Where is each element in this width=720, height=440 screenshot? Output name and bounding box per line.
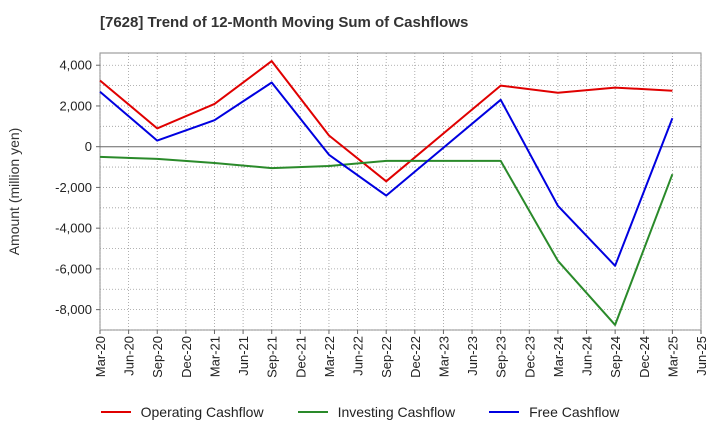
x-tick-label: Jun-22 — [351, 336, 366, 376]
x-tick-label: Sep-20 — [150, 336, 165, 378]
series-line-free — [99, 81, 674, 267]
plot-area — [99, 52, 702, 331]
legend-label-operating: Operating Cashflow — [140, 404, 264, 420]
chart-title: [7628] Trend of 12-Month Moving Sum of C… — [100, 14, 469, 31]
y-tick-label: -4,000 — [55, 221, 92, 236]
y-tick-label: -2,000 — [55, 180, 92, 195]
x-tick-label: Sep-24 — [608, 336, 623, 378]
x-tick-label: Jun-21 — [236, 336, 251, 376]
legend-item-operating: Operating Cashflow — [100, 404, 264, 420]
x-tick-label: Dec-21 — [293, 336, 308, 378]
y-tick-label: -8,000 — [55, 302, 92, 317]
x-tick-label: Jun-23 — [465, 336, 480, 376]
y-tick-label: -6,000 — [55, 261, 92, 276]
legend-item-free: Free Cashflow — [489, 404, 619, 420]
x-tick-label: Mar-24 — [551, 336, 566, 377]
x-tick-label: Dec-23 — [522, 336, 537, 378]
x-tick-label: Mar-25 — [665, 336, 680, 377]
x-tick-label: Dec-22 — [408, 336, 423, 378]
y-tick-label: 2,000 — [59, 98, 92, 113]
legend-label-investing: Investing Cashflow — [337, 404, 456, 420]
x-tick-label: Jun-24 — [580, 336, 595, 376]
legend-label-free: Free Cashflow — [529, 404, 620, 420]
legend-item-investing: Investing Cashflow — [297, 404, 456, 420]
legend: Operating Cashflow Investing Cashflow Fr… — [0, 404, 720, 420]
y-axis-title: Amount (million yen) — [6, 128, 22, 256]
x-tick-label: Jun-25 — [694, 336, 709, 376]
legend-swatch-operating — [100, 411, 131, 413]
x-tick-label: Dec-20 — [179, 336, 194, 378]
x-tick-label: Jun-20 — [122, 336, 137, 376]
y-tick-label: 0 — [85, 139, 92, 154]
x-tick-label: Sep-23 — [494, 336, 509, 378]
legend-swatch-free — [489, 411, 520, 413]
x-tick-label: Mar-22 — [322, 336, 337, 377]
y-tick-label: 4,000 — [59, 58, 92, 73]
series-line-operating — [99, 60, 673, 183]
legend-swatch-investing — [297, 411, 328, 413]
series-line-investing — [99, 155, 674, 326]
x-tick-label: Dec-24 — [637, 336, 652, 378]
x-tick-label: Sep-22 — [379, 336, 394, 378]
x-tick-label: Mar-23 — [436, 336, 451, 377]
x-tick-label: Mar-21 — [207, 336, 222, 377]
x-tick-label: Mar-20 — [93, 336, 108, 377]
x-tick-label: Sep-21 — [265, 336, 280, 378]
